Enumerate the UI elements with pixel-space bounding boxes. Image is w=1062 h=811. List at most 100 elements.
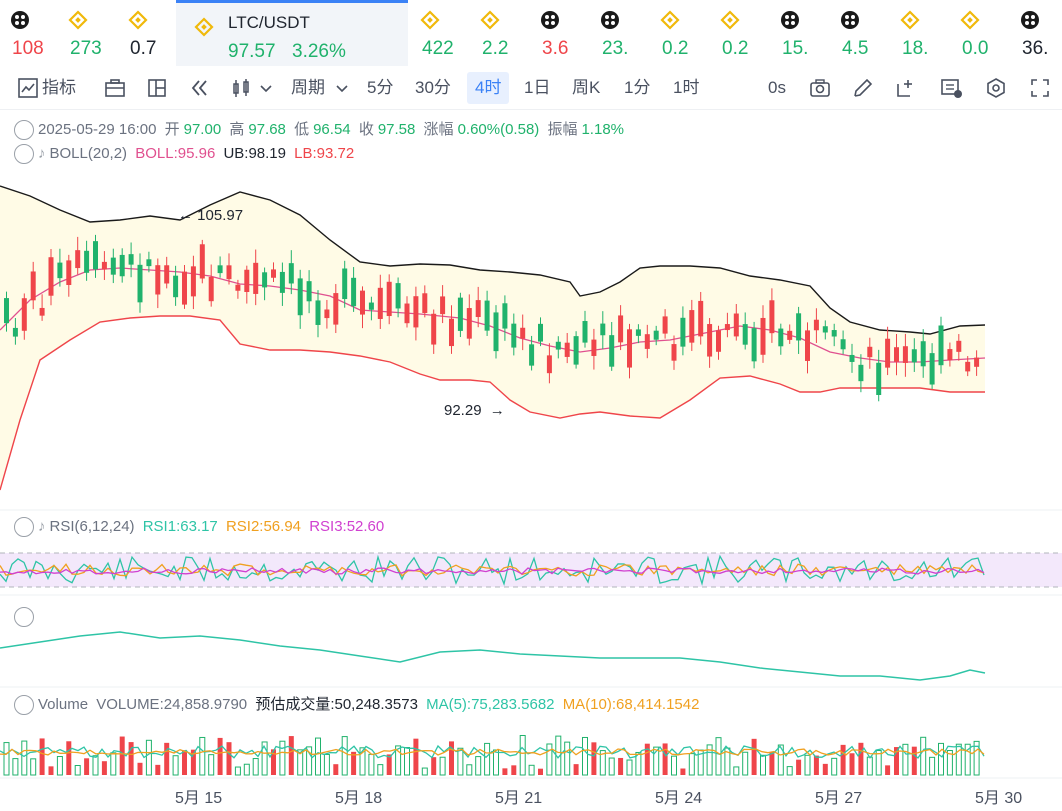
ticker-item[interactable]: 4.5 xyxy=(830,0,886,66)
ticker-item-active[interactable]: LTC/USDT 97.57 3.26% xyxy=(176,0,408,66)
indicator-icon[interactable] xyxy=(16,76,40,100)
candle-body xyxy=(796,313,802,341)
candle-body xyxy=(422,293,428,314)
candle-body xyxy=(564,342,570,357)
volume-name[interactable]: Volume xyxy=(38,696,89,713)
ticker-item[interactable]: 0.0 xyxy=(950,0,1006,66)
volume-bar xyxy=(172,755,179,776)
volume-bar xyxy=(894,747,899,775)
volume-bar xyxy=(511,765,517,775)
volume-bar xyxy=(706,744,713,776)
bell-icon[interactable]: ♪ xyxy=(38,144,46,162)
expand-icon[interactable] xyxy=(14,607,34,627)
boll-mid-value: BOLL:95.96 xyxy=(135,144,216,162)
bell-icon[interactable]: ♪ xyxy=(38,517,46,535)
ticker-item[interactable]: 422 xyxy=(410,0,466,66)
collapse-icon[interactable] xyxy=(14,120,34,141)
ticker-item[interactable]: 108 xyxy=(0,0,56,66)
period-dropdown[interactable]: 周期 xyxy=(291,78,325,97)
volume-bar xyxy=(822,763,828,775)
volume-bar xyxy=(742,751,749,776)
candle-body xyxy=(253,262,259,294)
layout-icon[interactable] xyxy=(145,76,169,100)
briefcase-icon[interactable] xyxy=(103,76,127,100)
ticker-item[interactable]: 3.6 xyxy=(530,0,586,66)
collapse-icon[interactable] xyxy=(14,517,34,537)
settings-hex-icon[interactable] xyxy=(984,76,1008,100)
ticker-item[interactable]: 0.7 xyxy=(118,0,174,66)
volume-bar xyxy=(386,754,392,775)
add-drawing-icon[interactable] xyxy=(894,76,918,100)
ticker-item[interactable]: 15. xyxy=(770,0,826,66)
volume-bar xyxy=(119,736,125,775)
extra-indicator-legend xyxy=(14,607,38,627)
interval-5m[interactable]: 5分 xyxy=(367,78,394,97)
ticker-item[interactable]: 2.2 xyxy=(470,0,526,66)
candle-body xyxy=(538,323,543,342)
camera-icon[interactable] xyxy=(808,76,832,100)
chevron-down-icon[interactable] xyxy=(334,76,350,100)
boll-name[interactable]: BOLL(20,2) xyxy=(49,144,128,162)
indicators-button[interactable]: 指标 xyxy=(42,78,76,97)
candle-body xyxy=(920,341,926,367)
crypto-coin-icon xyxy=(11,11,29,29)
pencil-icon[interactable] xyxy=(851,76,875,100)
candle-body xyxy=(742,324,748,345)
replay-icon[interactable] xyxy=(188,76,212,100)
high-label: 高 xyxy=(229,121,245,138)
ticker-item[interactable]: 36. xyxy=(1010,0,1062,66)
candle-body xyxy=(591,339,597,356)
binance-coin-icon xyxy=(420,10,440,30)
volume-bar xyxy=(608,757,615,776)
interval-week[interactable]: 周K xyxy=(572,78,601,97)
rsi1-line xyxy=(0,554,985,586)
candle-datetime: 2025-05-29 16:00 xyxy=(38,121,157,138)
chevron-down-icon[interactable] xyxy=(258,76,274,100)
ticker-change: 422 xyxy=(422,38,454,59)
candle-body xyxy=(885,338,891,368)
pair-price: 97.57 xyxy=(228,41,276,62)
volume-ma10-line xyxy=(0,748,985,756)
candle-body xyxy=(894,347,899,362)
candle-body xyxy=(182,271,187,305)
x-axis-label: 5月 30 xyxy=(975,790,1023,807)
volume-bar xyxy=(599,750,606,776)
volume-bar xyxy=(885,765,891,775)
candle-body xyxy=(449,318,454,347)
interval-4h[interactable]: 4时 xyxy=(467,72,510,104)
ticker-item[interactable]: 23. xyxy=(590,0,646,66)
ticker-item[interactable]: 0.2 xyxy=(710,0,766,66)
ticker-item[interactable]: 273 xyxy=(58,0,114,66)
volume-bar xyxy=(804,754,811,776)
rsi-name[interactable]: RSI(6,12,24) xyxy=(49,517,135,535)
candle-body xyxy=(644,334,650,349)
volume-bar xyxy=(279,740,286,776)
candle-type-icon[interactable] xyxy=(230,76,254,100)
interval-1h[interactable]: 1时 xyxy=(673,78,700,97)
interval-1d[interactable]: 1日 xyxy=(524,78,551,97)
interval-30m[interactable]: 30分 xyxy=(415,78,451,97)
volume-bar xyxy=(252,758,259,776)
interval-1m[interactable]: 1分 xyxy=(624,78,651,97)
volume-bar xyxy=(48,766,54,775)
volume-bar xyxy=(431,757,437,775)
ticker-item[interactable]: 0.2 xyxy=(650,0,706,66)
candle-body xyxy=(377,287,383,319)
ticker-item[interactable]: 18. xyxy=(890,0,946,66)
volume-bar xyxy=(413,738,419,775)
collapse-icon[interactable] xyxy=(14,144,34,164)
hide-drawings-icon[interactable] xyxy=(939,76,963,100)
collapse-icon[interactable] xyxy=(14,695,34,716)
candle-body xyxy=(511,323,517,348)
volume-ma5: MA(5):75,283.5682 xyxy=(426,696,555,713)
ticker-change: 15. xyxy=(782,38,809,59)
low-label: 低 xyxy=(294,121,310,138)
volume-bar xyxy=(128,742,134,775)
ticker-change: 3.6 xyxy=(542,38,569,59)
countdown-label[interactable]: 0s xyxy=(768,78,786,97)
ticker-change: 0.7 xyxy=(130,38,157,59)
fullscreen-icon[interactable] xyxy=(1028,76,1052,100)
candle-body xyxy=(440,296,446,315)
